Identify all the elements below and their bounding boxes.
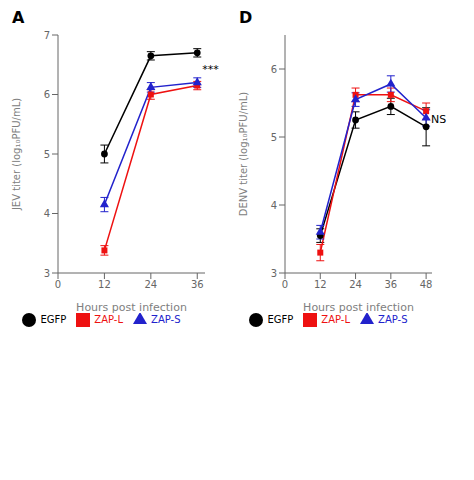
svg-text:***: *** bbox=[202, 63, 219, 76]
html-text:D: D bbox=[239, 8, 253, 27]
html-text:ZAP-S: ZAP-S bbox=[378, 314, 408, 325]
svg-text:Hours post infection: Hours post infection bbox=[303, 301, 414, 314]
svg-text:48: 48 bbox=[420, 279, 433, 290]
svg-text:0: 0 bbox=[282, 279, 288, 290]
svg-text:NS: NS bbox=[431, 113, 446, 126]
html-text:ZAP-S: ZAP-S bbox=[151, 314, 181, 325]
svg-text:5: 5 bbox=[271, 132, 277, 143]
svg-text:36: 36 bbox=[191, 279, 204, 290]
html-text:ZAP-L: ZAP-L bbox=[94, 314, 123, 325]
svg-text:7: 7 bbox=[44, 30, 50, 41]
svg-text:4: 4 bbox=[44, 208, 50, 219]
svg-text:0: 0 bbox=[55, 279, 61, 290]
svg-text:12: 12 bbox=[314, 279, 327, 290]
svg-text:DENV titer (log₁₀PFU/mL): DENV titer (log₁₀PFU/mL) bbox=[238, 92, 249, 217]
svg-text:4: 4 bbox=[271, 200, 277, 211]
html-text:EGFP: EGFP bbox=[267, 314, 294, 325]
svg-text:6: 6 bbox=[271, 64, 277, 75]
svg-text:6: 6 bbox=[44, 89, 50, 100]
svg-text:3: 3 bbox=[271, 268, 277, 279]
svg-text:36: 36 bbox=[384, 279, 397, 290]
svg-text:24: 24 bbox=[144, 279, 157, 290]
html-text:ZAP-L: ZAP-L bbox=[321, 314, 350, 325]
svg-text:12: 12 bbox=[98, 279, 111, 290]
svg-text:JEV titer (log₁₀PFU/mL): JEV titer (log₁₀PFU/mL) bbox=[11, 98, 22, 211]
svg-text:24: 24 bbox=[349, 279, 362, 290]
html-text:EGFP: EGFP bbox=[40, 314, 67, 325]
svg-text:5: 5 bbox=[44, 149, 50, 160]
svg-text:Hours post infection: Hours post infection bbox=[76, 301, 187, 314]
html-text:A: A bbox=[12, 8, 25, 27]
svg-text:3: 3 bbox=[44, 268, 50, 279]
